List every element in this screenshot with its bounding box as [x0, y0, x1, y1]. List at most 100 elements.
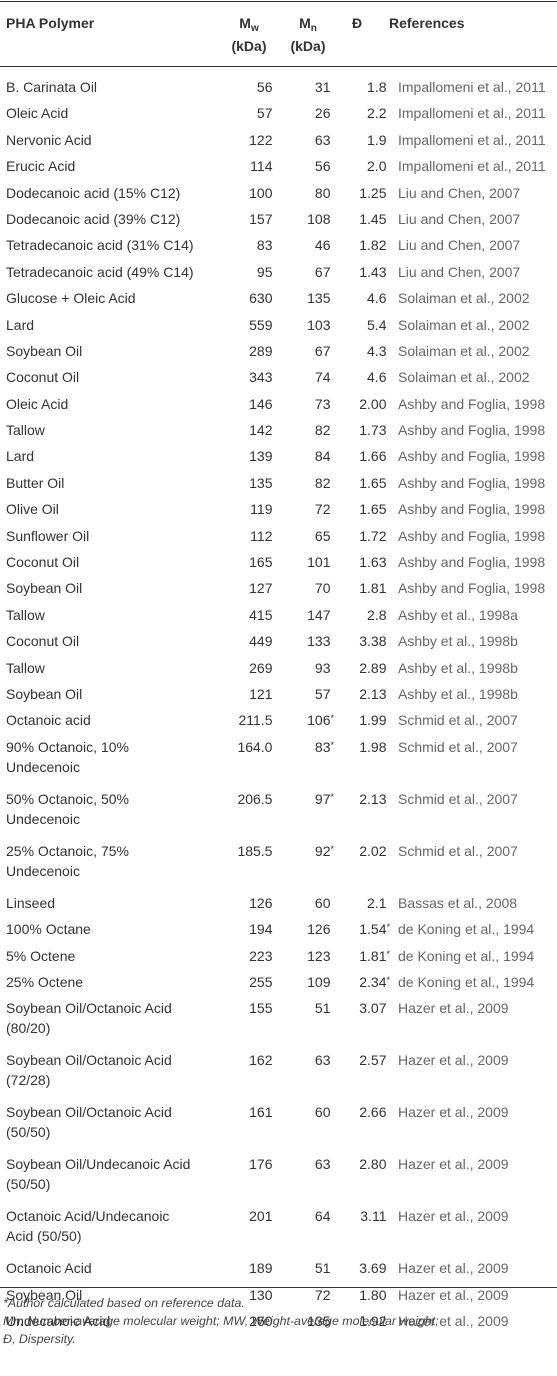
cell-mn-value: 46 [314, 237, 331, 254]
cell-polymer: Tallow [0, 655, 228, 681]
polymer-name: Soybean Oil [6, 342, 83, 359]
reference-text: Liu and Chen, 2007 [398, 237, 521, 254]
reference-text: Hazer et al., 2009 [398, 1156, 509, 1173]
cell-mw-value: 194 [249, 921, 273, 938]
cell-dispersity: 2.34* [334, 969, 390, 995]
cell-mw: 449* [228, 628, 276, 654]
polymer-name: Tallow [6, 606, 45, 623]
polymer-name: Coconut Oil [6, 554, 80, 571]
cell-mw: 155* [228, 995, 276, 1047]
reference-text: Liu and Chen, 2007 [398, 184, 521, 201]
table-row: Glucose + Oleic Acid 630*135*4.6* Solaiman… [0, 285, 557, 311]
cell-mn: 72* [276, 496, 334, 522]
table-top-rule [0, 1, 557, 2]
cell-mw: 211.5* [228, 707, 276, 733]
reference-text: Ashby and Foglia, 1998 [398, 554, 546, 571]
reference-text: Schmid et al., 2007 [398, 738, 518, 755]
reference-text: Hazer et al., 2009 [398, 1104, 509, 1121]
polymer-name: Dodecanoic acid (15% C12) [6, 184, 181, 201]
polymer-name: Soybean Oil [6, 580, 83, 597]
cell-mn: 70* [276, 575, 334, 601]
cell-polymer: Soybean Oil [0, 681, 228, 707]
cell-dispersity-value: 1.98 [359, 738, 387, 755]
cell-dispersity-value: 1.81 [359, 580, 387, 597]
cell-polymer: Soybean Oil [0, 338, 228, 364]
cell-dispersity-value: 3.38 [359, 633, 387, 650]
cell-mn: 135* [276, 1308, 334, 1334]
cell-reference: Hazer et al., 2009 [390, 1151, 557, 1203]
table-row: Soybean Oil 127*70*1.81* Ashby and Foglia,… [0, 575, 557, 601]
cell-mn: 63* [276, 1047, 334, 1099]
cell-mw-value: 95 [256, 263, 273, 280]
cell-reference: Schmid et al., 2007 [390, 838, 557, 890]
cell-mn-value: 106 [307, 712, 331, 729]
cell-mw-value: 122 [249, 131, 273, 148]
reference-text: Bassas et al., 2008 [398, 894, 518, 911]
cell-mw-value: 223 [249, 947, 273, 964]
cell-dispersity: 2.1* [334, 890, 390, 916]
asterisk-mark: * [386, 922, 390, 933]
polymer-name: Soybean Oil [6, 1286, 83, 1303]
cell-mw: 559* [228, 312, 276, 338]
cell-mn-value: 109 [307, 973, 331, 990]
cell-dispersity: 2.13* [334, 786, 390, 838]
polymer-name: 25% Octanoic, 75% [6, 842, 129, 859]
cell-mn-value: 82 [314, 422, 331, 439]
cell-dispersity-value: 1.9 [367, 131, 387, 148]
cell-mn: 126* [276, 916, 334, 942]
polymer-name: Soybean Oil/Octanoic Acid [6, 1052, 172, 1069]
reference-text: Hazer et al., 2009 [398, 1286, 509, 1303]
cell-reference: Solaiman et al., 2002 [390, 285, 557, 311]
polymer-name: Octanoic Acid/Undecanoic [6, 1208, 170, 1225]
cell-mn: 123* [276, 943, 334, 969]
cell-mw-value: 121 [249, 685, 273, 702]
table-row: Linseed 126*60*2.1* Bassas et al., 2008 [0, 890, 557, 916]
table-row: Olive Oil 119*72*1.65* Ashby and Foglia, 1… [0, 496, 557, 522]
polymer-name: Undecanoic Acid [6, 1313, 111, 1330]
cell-dispersity-value: 3.11 [360, 1208, 387, 1225]
polymer-name: Octanoic acid [6, 712, 91, 729]
cell-reference: Ashby and Foglia, 1998 [390, 523, 557, 549]
cell-dispersity-value: 1.72 [359, 527, 387, 544]
cell-mn-value: 135 [307, 1313, 331, 1330]
reference-text: Impallomeni et al., 2011 [398, 131, 546, 148]
reference-text: Solaiman et al., 2002 [398, 290, 530, 307]
reference-text: Ashby et al., 1998a [398, 606, 518, 623]
cell-polymer: Octanoic Acid/Undecanoic Acid (50/50) [0, 1203, 228, 1255]
cell-polymer: Soybean Oil [0, 575, 228, 601]
polymer-name: Lard [6, 448, 35, 465]
table-bottom-rule [0, 1287, 557, 1288]
cell-mw: 630* [228, 285, 276, 311]
cell-polymer: Dodecanoic acid (39% C12) [0, 206, 228, 232]
cell-reference: Liu and Chen, 2007 [390, 259, 557, 285]
cell-mw-value: 57 [256, 105, 273, 122]
cell-dispersity: 1.54* [334, 916, 390, 942]
cell-dispersity: 2.80* [334, 1151, 390, 1203]
cell-mn-value: 65 [314, 527, 331, 544]
header-mn: Mn (kDa) [290, 15, 326, 54]
cell-dispersity: 1.99* [334, 707, 390, 733]
reference-text: Ashby et al., 1998b [398, 633, 518, 650]
reference-text: Ashby and Foglia, 1998 [398, 501, 546, 518]
cell-mn-value: 97 [314, 790, 331, 807]
table-row: Octanoic Acid/Undecanoic Acid (50/50) 201*… [0, 1203, 557, 1255]
cell-dispersity-value: 1.65 [359, 474, 387, 491]
cell-dispersity: 4.6* [334, 364, 390, 390]
polymer-name: Linseed [6, 894, 56, 911]
reference-text: Solaiman et al., 2002 [398, 342, 530, 359]
cell-mn-value: 80 [314, 184, 331, 201]
asterisk-mark: * [330, 713, 334, 724]
polymer-name: Tetradecanoic acid (49% C14) [6, 263, 194, 280]
cell-dispersity: 1.98* [334, 734, 390, 786]
cell-dispersity-value: 1.45 [359, 210, 387, 227]
reference-text: Liu and Chen, 2007 [398, 263, 521, 280]
cell-mw: 130* [228, 1282, 276, 1308]
cell-mn: 74* [276, 364, 334, 390]
cell-polymer: Tallow [0, 602, 228, 628]
cell-mw: 56* [228, 74, 276, 100]
table-row: 50% Octanoic, 50%Undecenoic206.5*97*2.13… [0, 786, 557, 838]
reference-text: Hazer et al., 2009 [398, 1260, 509, 1277]
cell-mw-value: 139 [249, 448, 273, 465]
cell-mn: 133* [276, 628, 334, 654]
